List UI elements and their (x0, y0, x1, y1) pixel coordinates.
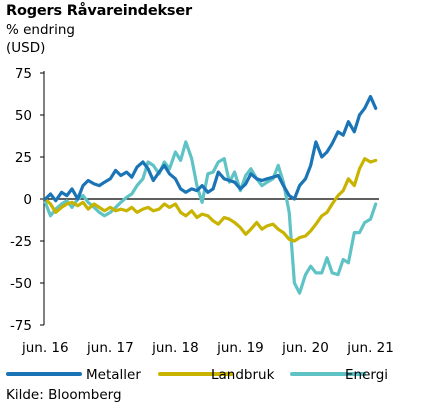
y-axis-ticks: 75 50 25 0 -25 -50 -75 (10, 66, 44, 334)
x-tick-label: jun. 16 (21, 340, 69, 356)
series-lines (43, 94, 378, 295)
y-tick-label: -25 (10, 234, 32, 250)
x-tick-label: jun. 18 (151, 340, 199, 356)
legend-label-landbruk: Landbruk (211, 367, 275, 383)
series-line-landbruk (43, 157, 378, 243)
y-tick-label: -75 (10, 318, 32, 334)
chart-title: Rogers Råvareindekser (6, 3, 192, 19)
y-tick-label: -50 (10, 276, 32, 292)
y-tick-label: 75 (15, 66, 32, 82)
series-line-energi (43, 140, 378, 295)
y-tick-label: 25 (15, 150, 32, 166)
chart-subtitle-currency: (USD) (6, 40, 46, 56)
legend-label-energi: Energi (345, 367, 388, 383)
x-tick-label: jun. 20 (281, 340, 329, 356)
series-line-metaller (43, 94, 378, 203)
y-tick-label: 50 (15, 108, 32, 124)
legend: Metaller Landbruk Energi (6, 367, 388, 383)
x-tick-label: jun. 19 (216, 340, 264, 356)
x-axis-ticks: jun. 16 jun. 17 jun. 18 jun. 19 jun. 20 jun. … (21, 340, 394, 356)
legend-label-metaller: Metaller (86, 367, 141, 383)
x-tick-label: jun. 17 (86, 340, 134, 356)
y-tick-label: 0 (23, 192, 32, 208)
chart-subtitle-unit: % endring (6, 22, 75, 38)
x-tick-label: jun. 21 (346, 340, 394, 356)
source-note: Kilde: Bloomberg (6, 387, 122, 403)
